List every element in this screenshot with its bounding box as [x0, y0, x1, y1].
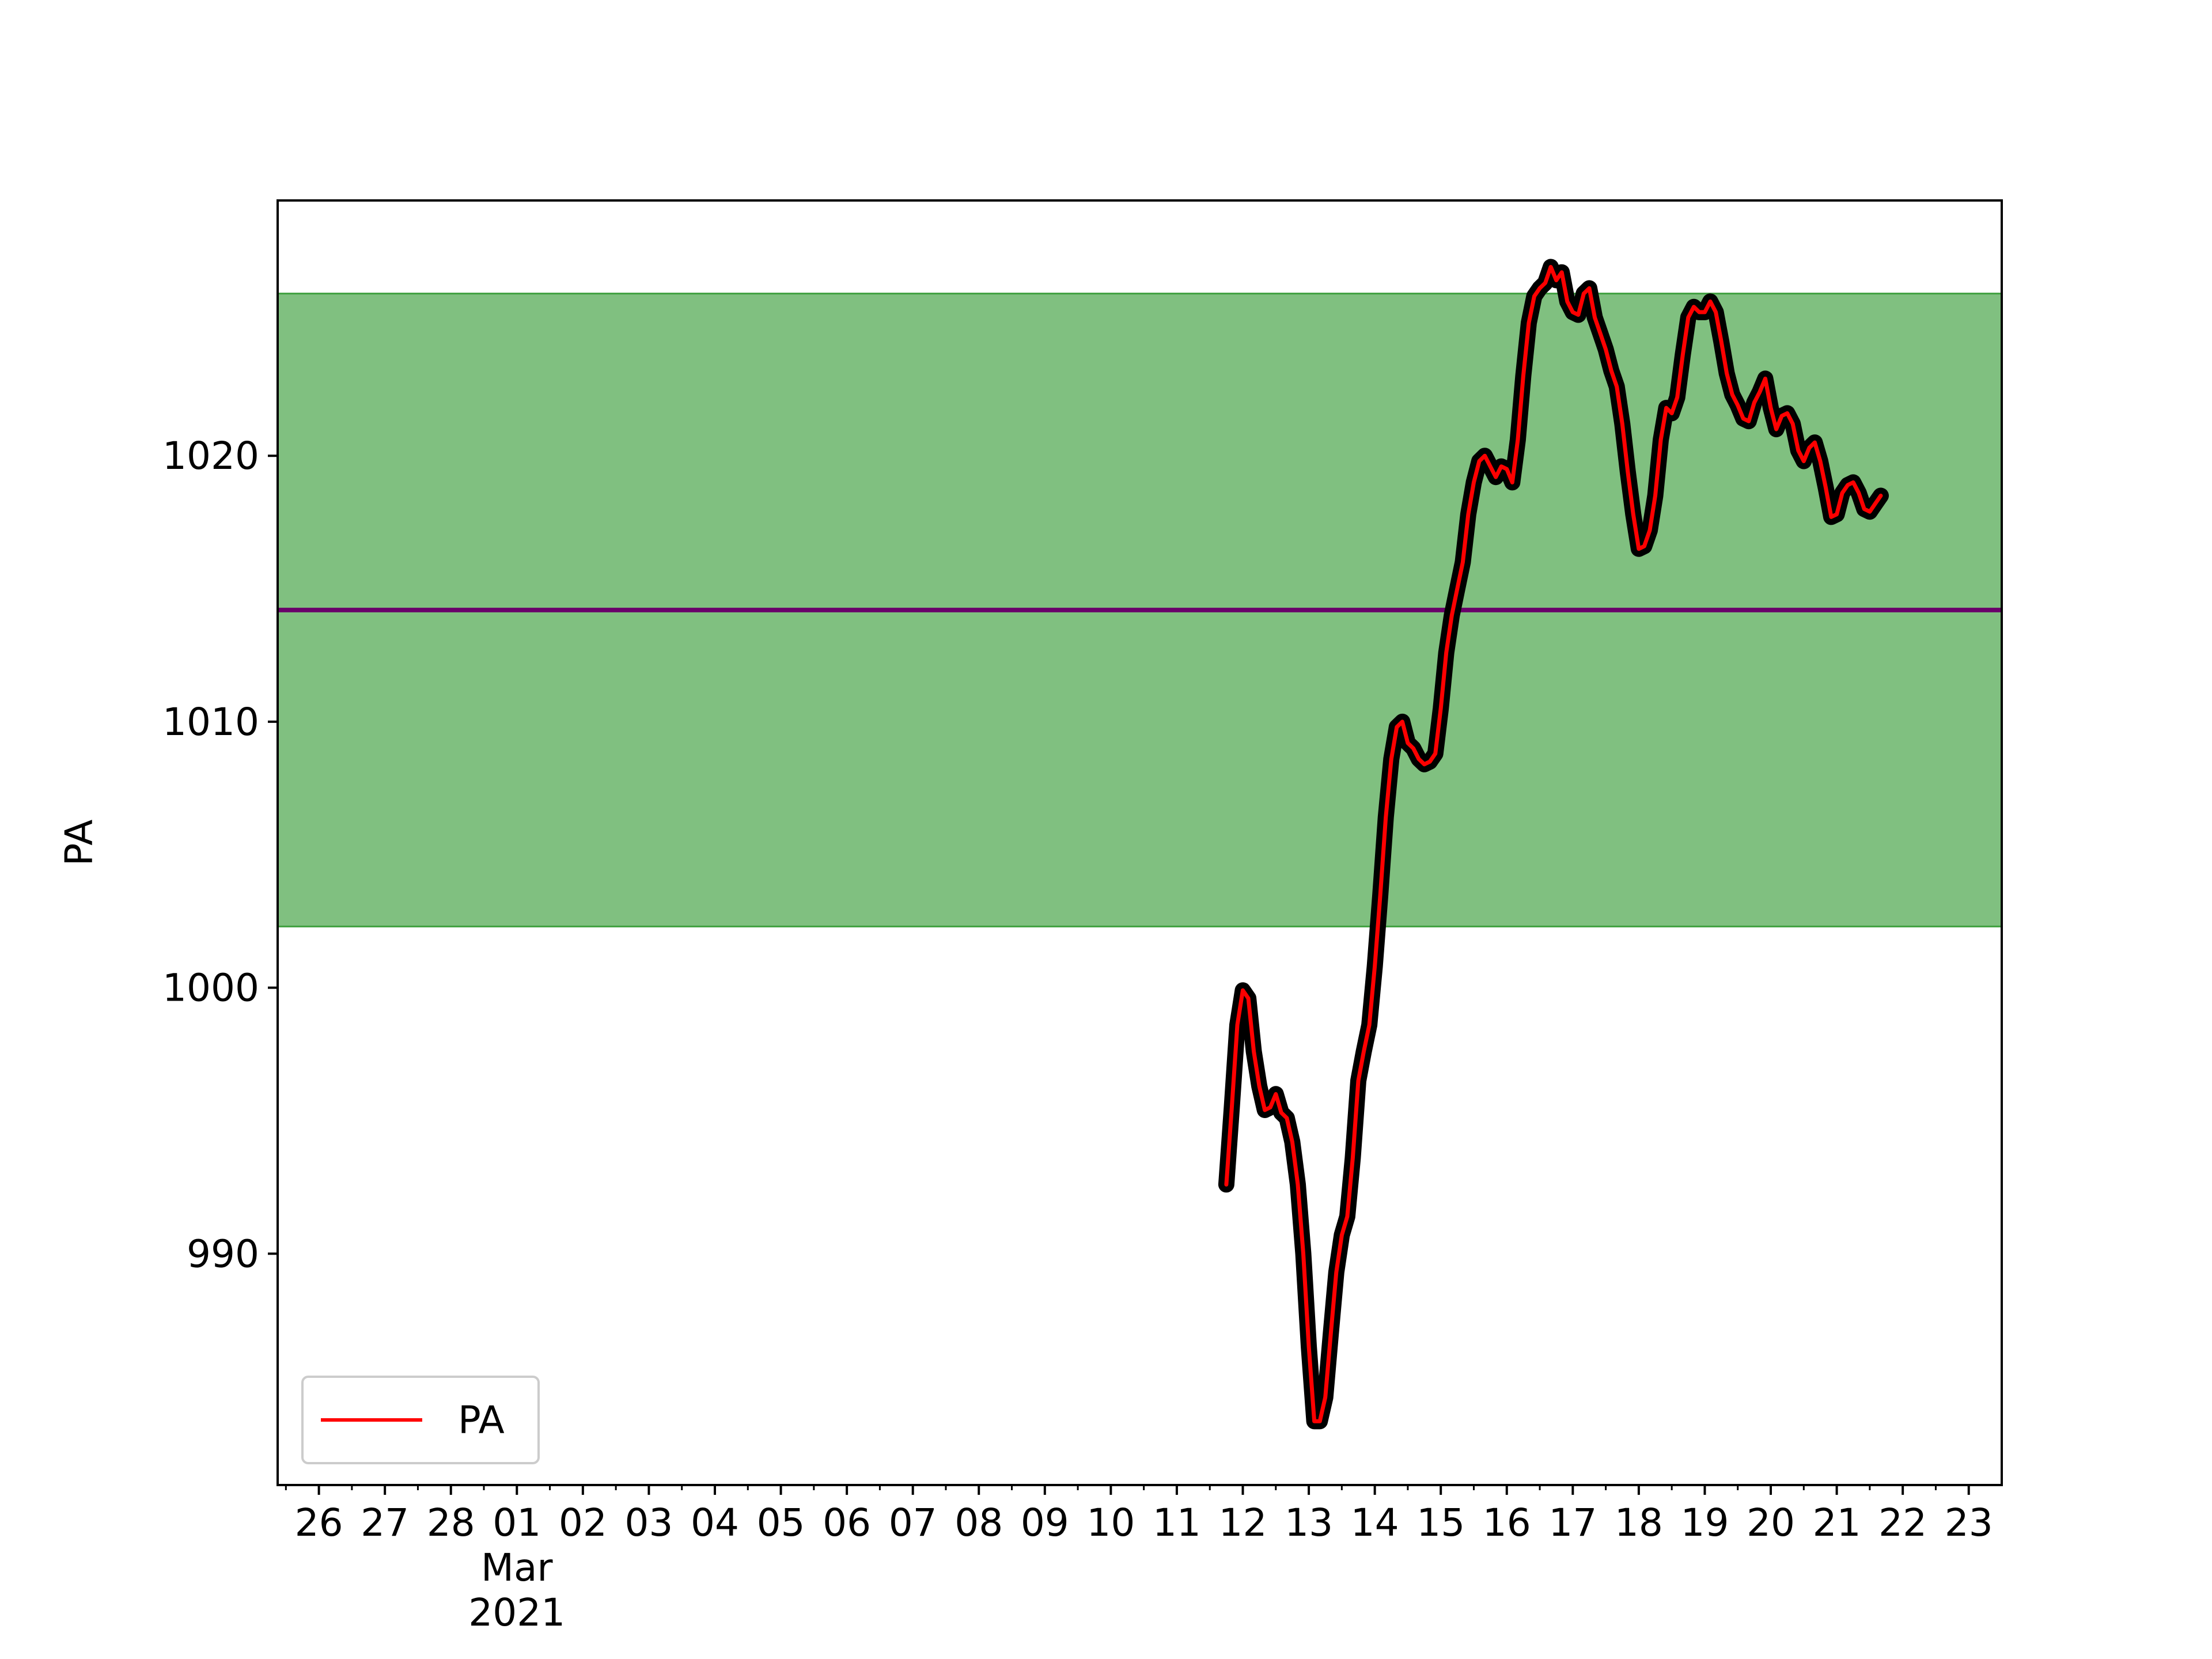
y-tick-label: 1000 — [162, 966, 259, 1010]
x-tick-label: 09 — [1021, 1501, 1069, 1545]
x-tick-label: 19 — [1680, 1501, 1729, 1545]
x-tick-label: 01 — [493, 1501, 541, 1545]
x-tick-label: 11 — [1153, 1501, 1201, 1545]
x-tick-label: 15 — [1416, 1501, 1465, 1545]
x-tick-sublabel: 2021 — [468, 1590, 565, 1635]
x-tick-label: 18 — [1615, 1501, 1663, 1545]
x-tick-label: 26 — [295, 1501, 343, 1545]
x-tick-label: 02 — [559, 1501, 607, 1545]
x-tick-label: 27 — [361, 1501, 409, 1545]
x-tick-label: 16 — [1483, 1501, 1531, 1545]
legend-label-pa: PA — [458, 1398, 505, 1442]
x-tick-label: 03 — [624, 1501, 673, 1545]
x-tick-label: 07 — [889, 1501, 937, 1545]
plot-area — [278, 259, 2002, 1430]
x-tick-label: 06 — [823, 1501, 871, 1545]
y-axis-label: PA — [57, 820, 101, 866]
x-tick-label: 08 — [955, 1501, 1003, 1545]
legend: PA — [301, 1376, 540, 1464]
x-tick-label: 05 — [757, 1501, 805, 1545]
x-tick-label: 21 — [1813, 1501, 1861, 1545]
y-tick-label: 990 — [187, 1232, 259, 1276]
y-tick-label: 1010 — [162, 700, 259, 744]
x-tick-label: 12 — [1219, 1501, 1267, 1545]
x-tick-label: 22 — [1878, 1501, 1927, 1545]
x-tick-label: 23 — [1945, 1501, 1993, 1545]
x-tick-label: 04 — [691, 1501, 739, 1545]
x-tick-sublabel: Mar — [481, 1546, 553, 1590]
axes-frame — [276, 199, 2003, 1486]
x-tick-label: 17 — [1548, 1501, 1597, 1545]
x-tick-label: 13 — [1285, 1501, 1333, 1545]
series-line-pa — [1224, 264, 1883, 1423]
x-tick-label: 10 — [1086, 1501, 1135, 1545]
x-tick-label: 20 — [1747, 1501, 1795, 1545]
x-tick-label: 14 — [1351, 1501, 1399, 1545]
y-tick-label: 1020 — [162, 434, 259, 478]
x-tick-label: 28 — [427, 1501, 475, 1545]
